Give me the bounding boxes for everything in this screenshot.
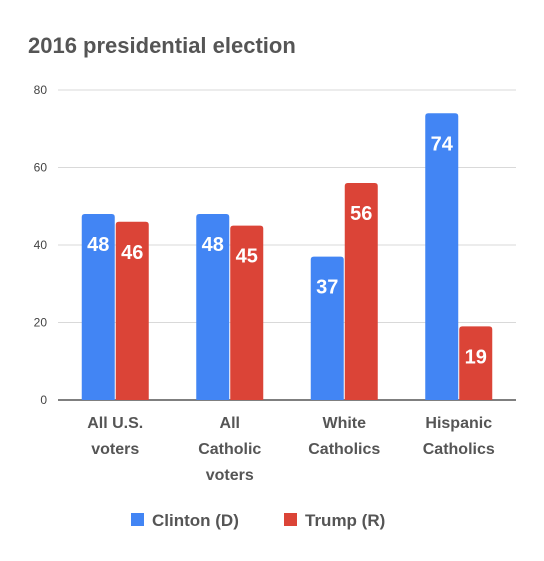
category-label: All U.S. voters: [87, 415, 143, 458]
bar-trump: [230, 225, 264, 400]
bar-clinton: [81, 214, 115, 400]
legend: Clinton (D) Trump (R): [131, 511, 385, 530]
chart-title: 2016 presidential election: [28, 33, 296, 58]
category-label: All Catholic voters: [198, 415, 261, 484]
legend-swatch-trump: [284, 513, 297, 526]
x-axis-categories: All U.S. voters All Catholic voters White Cath…: [87, 415, 495, 484]
bar-clinton: [196, 214, 230, 400]
data-label: 46: [121, 242, 143, 264]
bar-trump: [115, 221, 149, 400]
legend-swatch-clinton: [131, 513, 144, 526]
legend-label-clinton: Clinton (D): [152, 511, 239, 530]
data-label: 48: [87, 234, 109, 256]
category-label-line: Catholics: [423, 441, 495, 458]
legend-label-trump: Trump (R): [305, 511, 385, 530]
category-label-line: voters: [91, 441, 139, 458]
category-label: Hispanic Catholics: [423, 415, 495, 458]
category-label-line: Catholic: [198, 441, 261, 458]
y-tick-label: 80: [34, 83, 48, 97]
data-label: 19: [465, 346, 487, 368]
category-label-line: All: [220, 415, 240, 432]
data-label: 56: [350, 203, 372, 225]
bar-trump: [344, 183, 378, 400]
y-tick-label: 0: [40, 393, 47, 407]
data-label: 48: [202, 234, 224, 256]
category-label-line: Hispanic: [425, 415, 492, 432]
y-tick-label: 20: [34, 316, 48, 330]
y-tick-label: 40: [34, 238, 48, 252]
category-label-line: White: [322, 415, 366, 432]
category-label-line: voters: [206, 467, 254, 484]
y-axis-ticks: 0 20 40 60 80: [34, 83, 48, 407]
data-label: 74: [431, 133, 454, 155]
data-labels: 48 46 48 45 37 56 74 19: [87, 133, 487, 368]
y-tick-label: 60: [34, 161, 48, 175]
data-label: 45: [236, 246, 258, 268]
category-label: White Catholics: [308, 415, 380, 458]
bar-clinton: [310, 256, 344, 400]
bar-trump: [459, 326, 493, 400]
data-label: 37: [316, 277, 338, 299]
bar-clinton: [425, 113, 459, 400]
category-label-line: Catholics: [308, 441, 380, 458]
bars: [81, 113, 493, 400]
category-label-line: All U.S.: [87, 415, 143, 432]
